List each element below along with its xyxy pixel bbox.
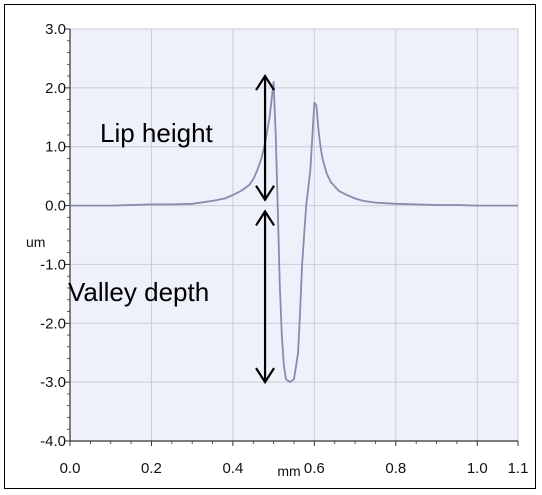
series-line: [70, 81, 518, 383]
annotation-arrow-head: [255, 74, 275, 91]
x-tick-label: 0.2: [141, 460, 162, 477]
y-tick-label: 3.0: [45, 21, 66, 38]
axes: [65, 28, 519, 446]
annotation-arrow-head: [255, 185, 275, 202]
y-tick-labels: 3.0 2.0 1.0 0.0 -1.0 -2.0 -3.0 -4.0: [40, 21, 66, 450]
y-tick-label: -1.0: [40, 256, 66, 273]
x-tick-label: 0.6: [304, 460, 325, 477]
x-tick-label: 0.4: [222, 460, 243, 477]
x-tick-label: 1.1: [508, 460, 529, 477]
annotation-arrow-head: [255, 209, 275, 227]
x-tick-label: 1.0: [467, 460, 488, 477]
y-tick-label: 0.0: [45, 198, 66, 215]
series-group: [70, 81, 518, 383]
y-tick-label: 1.0: [45, 139, 66, 156]
y-tick-label: -4.0: [40, 433, 66, 450]
y-tick-label: -2.0: [40, 315, 66, 332]
annotation-arrow-head: [255, 367, 275, 385]
annotation-label: Lip height: [100, 118, 214, 148]
x-axis-label: mm: [277, 463, 300, 479]
plot-area: [70, 29, 518, 441]
y-tick-label: 2.0: [45, 80, 66, 97]
x-tick-labels: 0.0 0.2 0.4 0.6 0.8 1.0 1.1: [60, 460, 529, 477]
x-tick-label: 0.0: [60, 460, 81, 477]
x-tick-label: 0.8: [385, 460, 406, 477]
annotations: Lip height Valley depth: [68, 74, 275, 385]
annotation-label: Valley depth: [68, 277, 209, 307]
y-tick-label: -3.0: [40, 374, 66, 391]
y-axis-label: um: [26, 234, 45, 250]
